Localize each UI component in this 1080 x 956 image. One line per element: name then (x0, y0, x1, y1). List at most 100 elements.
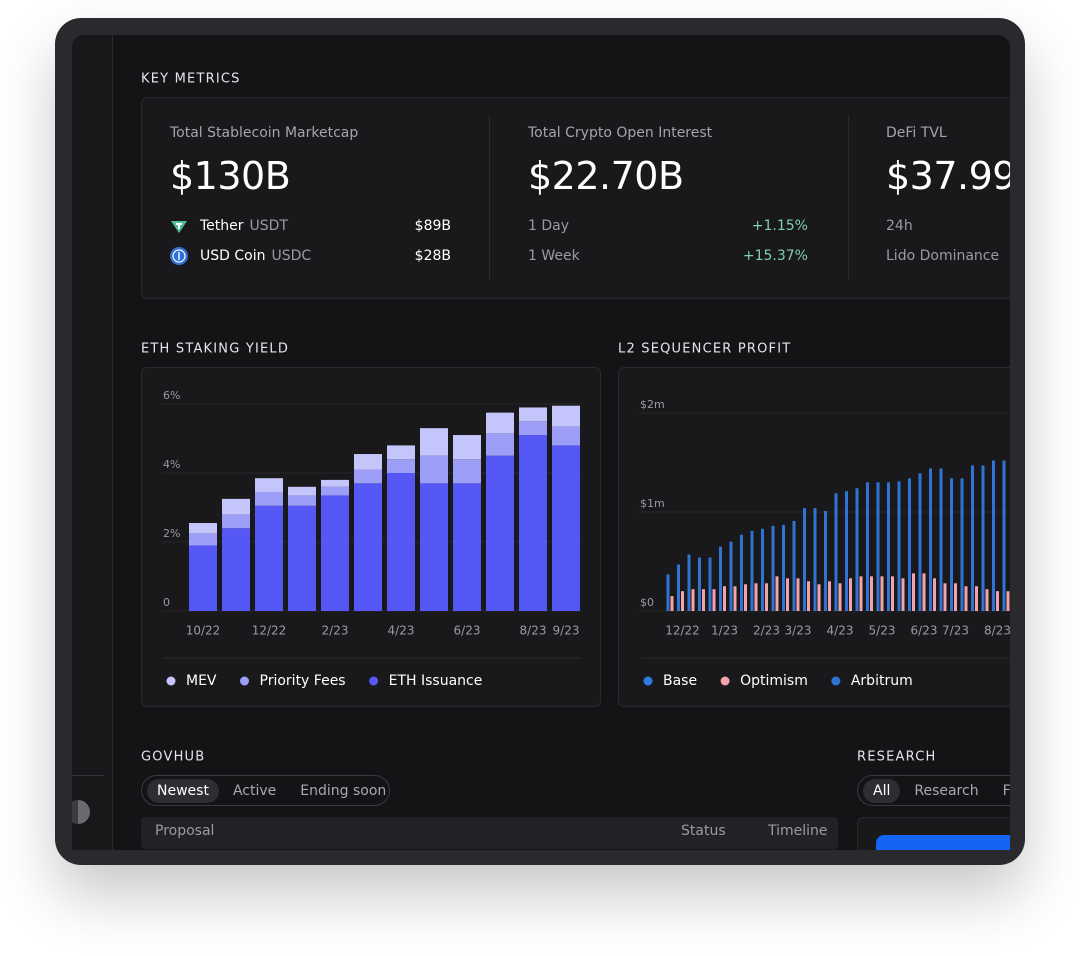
bar (687, 554, 691, 611)
tab[interactable]: F (1002, 782, 1010, 799)
legend-label: ETH Issuance (389, 673, 483, 689)
legend-label: MEV (186, 673, 217, 689)
y-tick-label: $2m (640, 398, 665, 411)
bar (677, 564, 680, 611)
bar-segment (222, 514, 250, 529)
metric-label: Total Crypto Open Interest (528, 125, 713, 141)
sidebar-divider (72, 775, 104, 776)
tab[interactable]: Newest (147, 778, 219, 803)
bar (849, 578, 852, 611)
metrics-card (141, 97, 1010, 299)
table-header (141, 817, 838, 849)
metric-row: Tether USDT $89B (170, 217, 451, 235)
legend-label: Base (663, 673, 697, 689)
x-tick-label: 7/23 (942, 624, 969, 638)
chart: 0 2% 4% 6% 10/22 12/22 2/23 4/23 6/23 8/23 9/23 MEV… (141, 367, 601, 707)
bar (666, 574, 670, 611)
bar-segment (321, 479, 349, 487)
bar-segment (354, 454, 382, 470)
change: +15.37% (742, 248, 808, 264)
metric-row: USD Coin USDC $28B (170, 247, 451, 265)
bar-segment (189, 545, 217, 611)
bar (698, 557, 701, 611)
bar-segment (486, 455, 514, 611)
tab[interactable]: All (863, 778, 901, 803)
metric-value: $37.99 (886, 154, 1010, 198)
bar (950, 478, 953, 611)
bar (985, 589, 989, 611)
metric-label: DeFi TVL (886, 125, 947, 141)
bar-segment (354, 483, 382, 611)
bar-segment (420, 455, 448, 484)
metric-row: 1 Day +1.15% (528, 218, 808, 234)
x-tick-label: 9/23 (553, 624, 580, 638)
bar (922, 573, 926, 611)
legend-swatch (240, 676, 250, 686)
bar (708, 557, 712, 611)
bar (975, 586, 978, 611)
tab[interactable]: Ending soon (300, 782, 387, 799)
bar (908, 478, 911, 611)
bar-segment (519, 407, 547, 422)
bar (807, 581, 810, 611)
button[interactable] (876, 835, 1010, 850)
tab-bar: Newest Active Ending soon (141, 775, 390, 806)
period: 1 Week (528, 248, 580, 264)
bar (670, 596, 674, 611)
bar (929, 468, 932, 611)
bar-segment (288, 505, 316, 611)
period: Lido Dominance (886, 248, 1000, 264)
bar (964, 586, 968, 611)
column-header: Status (681, 823, 726, 839)
x-tick-label: 6/23 (911, 624, 938, 638)
bar (939, 468, 943, 611)
tab[interactable]: Research (914, 782, 979, 799)
bar-segment (552, 405, 580, 427)
y-tick-label: 0 (163, 596, 170, 609)
x-tick-label: 4/23 (827, 624, 854, 638)
bar-segment (189, 523, 217, 534)
bar (828, 581, 831, 611)
bar (901, 578, 905, 611)
tab[interactable]: Active (232, 782, 277, 799)
bar-segment (321, 495, 349, 611)
asset-name: USD Coin (200, 248, 266, 264)
y-tick-label: 4% (163, 458, 180, 471)
change: +1.15% (751, 218, 808, 234)
bar (887, 482, 890, 611)
x-tick-label: 12/22 (252, 624, 287, 638)
bar (912, 573, 915, 611)
avatar[interactable] (72, 800, 90, 824)
bar (870, 576, 873, 611)
asset-ticker: USDT (249, 218, 288, 234)
bar (845, 491, 848, 611)
bar (981, 465, 985, 611)
bar (859, 576, 863, 611)
legend-swatch (643, 676, 653, 686)
bar (761, 528, 764, 611)
divider (848, 115, 849, 280)
x-tick-label: 3/23 (785, 624, 812, 638)
bar (740, 534, 743, 611)
bar-segment (288, 495, 316, 506)
bar (834, 493, 838, 611)
y-tick-label: 2% (163, 527, 180, 540)
bar (803, 508, 806, 611)
column-header: Proposal (155, 823, 215, 839)
bar (796, 578, 800, 611)
x-tick-label: 6/23 (454, 624, 481, 638)
legend-swatch (720, 676, 730, 686)
bar-segment (255, 478, 283, 492)
bar (733, 586, 737, 611)
metric-value: $22.70B (528, 154, 684, 198)
bar (897, 481, 901, 611)
bar-segment (420, 483, 448, 611)
bar (971, 465, 974, 611)
x-tick-label: 1/23 (711, 624, 738, 638)
bar-segment (453, 483, 481, 611)
y-tick-label: $1m (640, 497, 665, 510)
tether-icon (171, 221, 187, 233)
bar-segment (519, 435, 547, 611)
bar (691, 589, 695, 611)
